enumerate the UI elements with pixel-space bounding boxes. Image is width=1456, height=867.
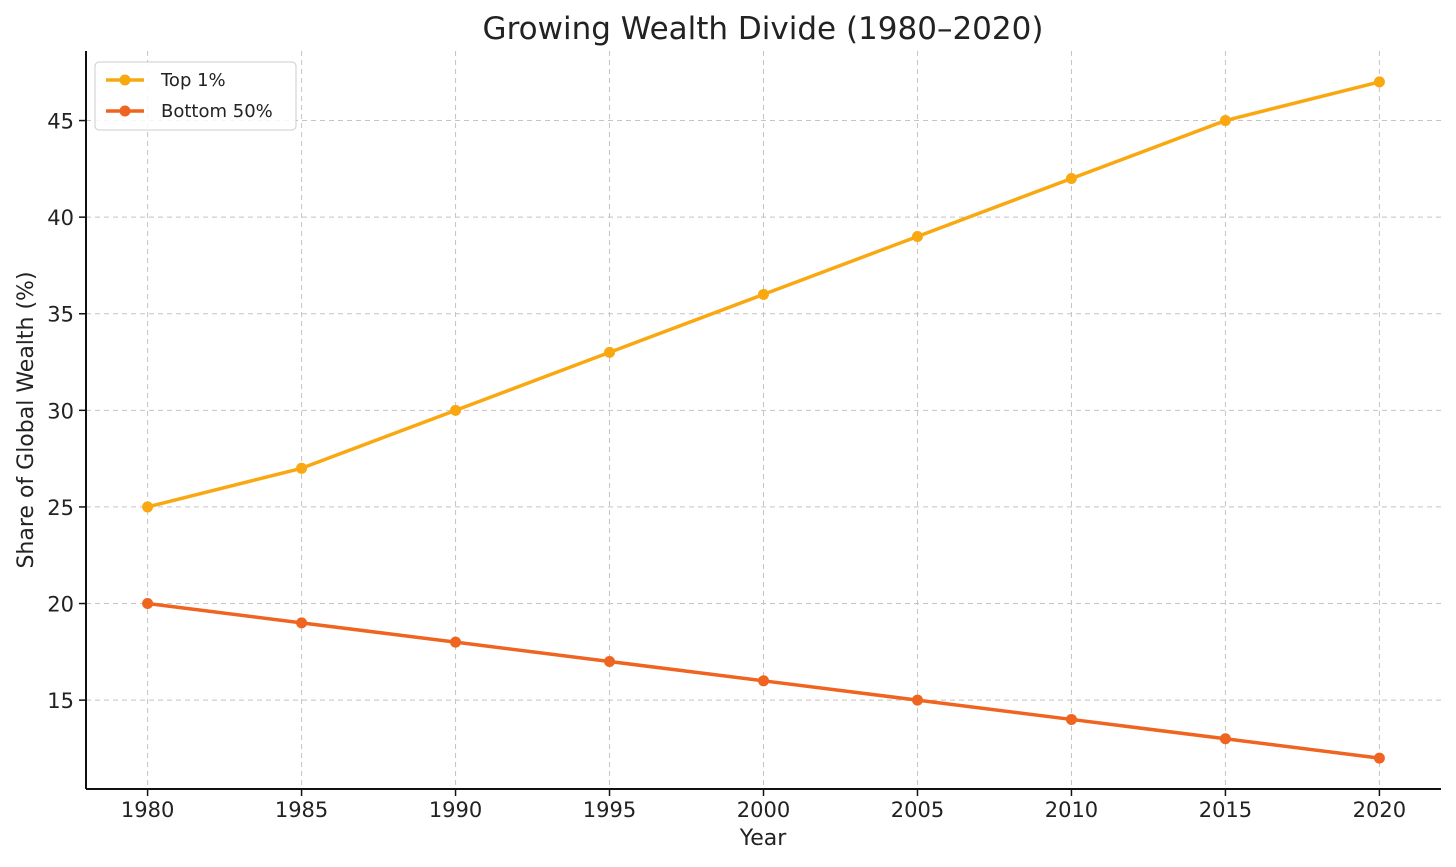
y-tick-label: 35 [47,303,74,327]
legend-label-bottom-50: Bottom 50% [161,101,273,122]
x-tick-label: 2010 [1045,798,1098,822]
x-tick-label: 2020 [1353,798,1406,822]
x-tick-label: 2015 [1199,798,1252,822]
data-point-top-1 [758,288,769,300]
data-point-bottom-50 [1373,752,1385,764]
y-tick-label: 15 [47,689,74,713]
data-point-top-1 [1219,115,1231,127]
x-tick-label: 1980 [121,798,174,822]
y-axis-label: Share of Global Wealth (%) [14,271,39,568]
y-tick-label: 25 [47,496,74,520]
data-point-bottom-50 [758,675,769,687]
data-point-bottom-50 [142,598,154,610]
data-point-top-1 [142,501,154,513]
data-point-bottom-50 [1219,733,1231,745]
legend-marker-bottom-50 [119,105,131,117]
legend: Top 1% Bottom 50% [94,61,297,131]
data-point-bottom-50 [296,617,308,629]
ticks: 1980 1985 1990 1995 2000 2005 2010 2015 2020 15 20… [47,110,1406,822]
data-point-top-1 [1373,76,1385,88]
x-tick-label: 2005 [891,798,944,822]
legend-label-top-1: Top 1% [160,70,226,91]
data-point-top-1 [450,404,462,416]
data-point-bottom-50 [911,694,923,706]
data-point-bottom-50 [1065,713,1077,725]
data-point-top-1 [604,346,616,358]
y-tick-label: 40 [47,206,74,230]
data-point-bottom-50 [450,636,462,648]
x-tick-label: 1995 [583,798,636,822]
x-tick-label: 1985 [275,798,328,822]
y-tick-label: 45 [47,110,74,134]
x-tick-label: 2000 [737,798,790,822]
legend-box [94,61,297,131]
grid [86,51,1441,789]
x-tick-label: 1990 [429,798,482,822]
y-tick-label: 30 [47,399,74,423]
data-point-top-1 [1065,173,1077,185]
data-point-top-1 [296,462,308,474]
series [142,76,1385,764]
data-point-top-1 [911,230,923,242]
data-point-bottom-50 [604,655,616,667]
legend-marker-top-1 [119,74,131,86]
y-tick-label: 20 [47,593,74,617]
x-axis-label: Year [739,826,788,851]
chart-title: Growing Wealth Divide (1980–2020) [483,11,1044,47]
